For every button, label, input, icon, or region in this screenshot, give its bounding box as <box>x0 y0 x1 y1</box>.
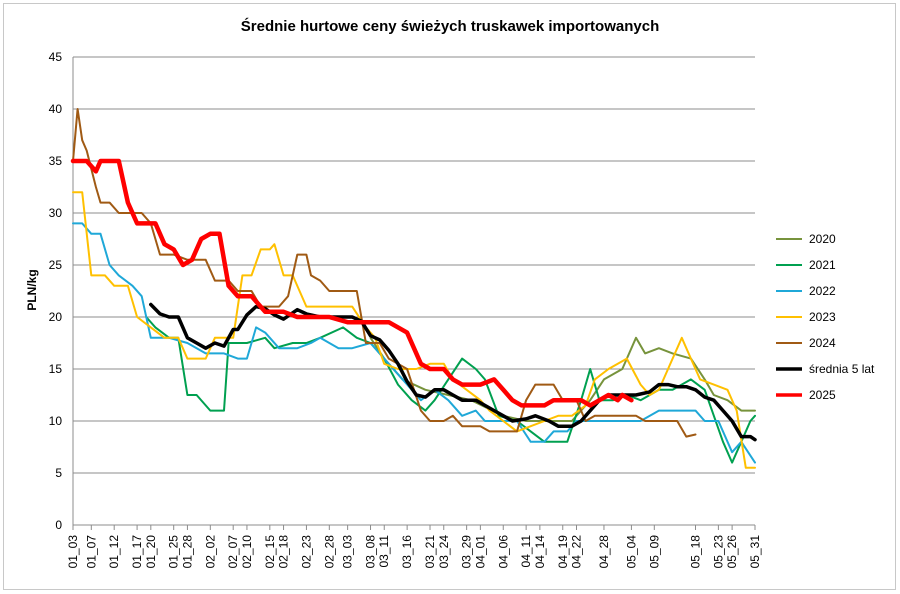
x-tick-label: 02_07 <box>226 535 240 569</box>
x-tick-label: 03_16 <box>400 535 414 569</box>
y-tick-labels: 0 5 10 15 20 25 30 35 40 45 <box>49 50 63 532</box>
x-tick-label: 01_17 <box>130 535 144 569</box>
y-tick-label: 30 <box>49 206 63 220</box>
x-tick-label: 02_23 <box>299 535 313 569</box>
x-tick-label: 03_08 <box>364 535 378 569</box>
series-line-5 <box>149 302 757 442</box>
x-tick-label: 05_26 <box>725 535 739 569</box>
y-tick-label: 45 <box>49 50 63 64</box>
y-tick-label: 0 <box>55 518 62 532</box>
y-tick-label: 20 <box>49 310 63 324</box>
x-tick-label: 03_11 <box>377 535 391 568</box>
series-line-1 <box>145 316 756 464</box>
x-tick-label: 02_15 <box>263 535 277 569</box>
x-tick-label: 01_12 <box>107 535 121 569</box>
x-tick-label: 03_24 <box>437 535 451 569</box>
series-line-6 <box>70 158 634 408</box>
y-tick-label: 10 <box>49 414 63 428</box>
x-tick-label: 01_03 <box>66 535 80 569</box>
x-tick-label: 04_06 <box>496 535 510 569</box>
x-tick-label: 01_07 <box>84 535 98 569</box>
y-tick-label: 15 <box>49 362 63 376</box>
series-lines <box>70 108 757 469</box>
x-tick-label: 03_21 <box>423 535 437 569</box>
legend-label: 2024 <box>809 336 836 350</box>
x-tick-label: 04_28 <box>597 535 611 569</box>
x-tick-label: 04_22 <box>569 535 583 569</box>
series-line-3 <box>72 191 756 469</box>
series-line-4 <box>72 108 697 438</box>
x-tick-label: 04_19 <box>556 535 570 569</box>
x-tick-label: 05_23 <box>711 535 725 569</box>
x-tick-label: 04_01 <box>473 535 487 569</box>
chart-frame <box>3 3 896 590</box>
x-tick-label: 02_28 <box>322 535 336 569</box>
x-tick-label: 04_14 <box>533 535 547 569</box>
x-tick-label: 01_20 <box>144 535 158 569</box>
y-axis-label: PLN/kg <box>25 269 39 310</box>
x-tick-labels: 01_03 01_07 01_12 01_17 01_20 01_25 01_28 02_02… <box>66 535 762 569</box>
x-tick-label: 05_31 <box>748 535 762 569</box>
y-tick-label: 40 <box>49 102 63 116</box>
legend-label: średnia 5 lat <box>809 362 875 376</box>
gridlines <box>73 56 755 474</box>
legend-label: 2020 <box>809 232 836 246</box>
x-tick-label: 05_18 <box>688 535 702 569</box>
x-tick-label: 02_18 <box>277 535 291 569</box>
y-tick-label: 35 <box>49 154 63 168</box>
x-tick-label: 04_11 <box>519 535 533 568</box>
x-tick-label: 01_25 <box>167 535 181 569</box>
y-tick-label: 25 <box>49 258 63 272</box>
x-tick-label: 01_28 <box>180 535 194 569</box>
legend-label: 2021 <box>809 258 836 272</box>
axes <box>72 57 756 530</box>
x-tick-label: 05_09 <box>647 535 661 569</box>
legend: 2020 2021 2022 2023 2024 średnia 5 lat 2025 <box>776 232 875 402</box>
x-tick-label: 02_02 <box>203 535 217 569</box>
y-tick-label: 5 <box>55 466 62 480</box>
legend-label: 2023 <box>809 310 836 324</box>
x-tick-label: 03_03 <box>341 535 355 569</box>
legend-label: 2025 <box>809 388 836 402</box>
legend-label: 2022 <box>809 284 836 298</box>
x-tick-label: 03_29 <box>460 535 474 569</box>
chart-title: Średnie hurtowe ceny świeżych truskawek … <box>240 18 660 35</box>
x-tick-label: 02_10 <box>240 535 254 569</box>
x-tick-label: 05_04 <box>624 535 638 569</box>
series-line-2 <box>72 222 756 464</box>
